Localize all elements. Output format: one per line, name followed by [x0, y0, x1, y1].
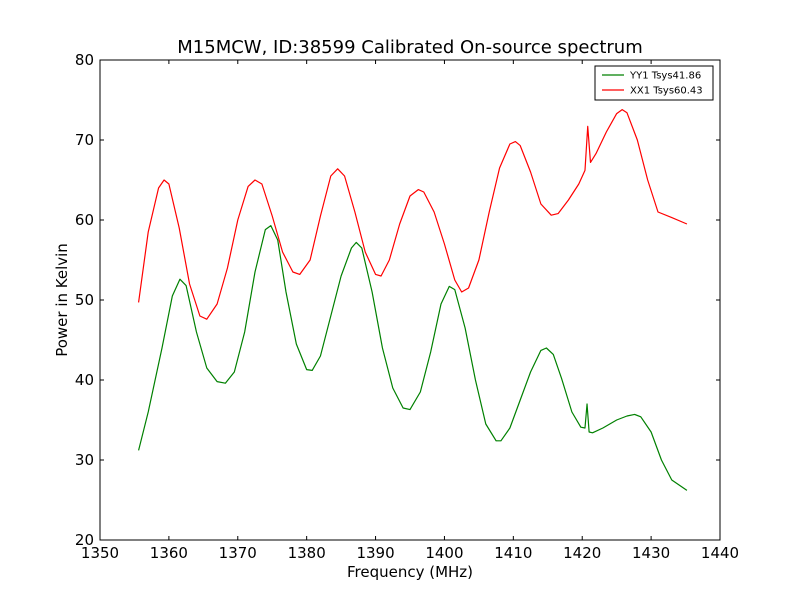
y-tick-label: 70	[75, 131, 94, 149]
y-axis-label: Power in Kelvin	[53, 243, 71, 357]
x-tick-label: 1360	[150, 544, 188, 562]
plot-area: 1350 1360 1370 1380 1390 1400 1410 1420 1430 1440…	[75, 51, 739, 562]
series-line-1	[137, 225, 688, 491]
y-tick-label: 20	[75, 531, 94, 549]
x-tick-label: 1400	[425, 544, 463, 562]
x-tick-label: 1380	[288, 544, 326, 562]
legend-label-series-1: YY1 Tsys41.86	[629, 71, 701, 82]
x-tick-label: 1430	[632, 544, 670, 562]
x-tick-label: 1390	[356, 544, 394, 562]
y-tick-label: 60	[75, 211, 94, 229]
legend-box	[594, 65, 714, 101]
x-tick-label: 1440	[701, 544, 739, 562]
y-tick-label: 50	[75, 291, 94, 309]
x-tick-label: 1410	[494, 544, 532, 562]
y-tick-label: 40	[75, 371, 94, 389]
x-tick-label: 1420	[563, 544, 601, 562]
y-tick-label: 80	[75, 51, 94, 69]
y-tick-label: 30	[75, 451, 94, 469]
x-axis-label: Frequency (MHz)	[347, 563, 473, 581]
legend-label-series-2: XX1 Tsys60.43	[630, 86, 703, 97]
series-line-2	[137, 109, 688, 320]
chart-title: M15MCW, ID:38599 Calibrated On-source sp…	[177, 37, 642, 58]
x-tick-label: 1370	[219, 544, 257, 562]
x-tick-label: 1350	[81, 544, 119, 562]
series-layer	[137, 109, 688, 491]
ticks-layer: 1350 1360 1370 1380 1390 1400 1410 1420 1430 1440…	[75, 51, 739, 562]
legend: YY1 Tsys41.86 XX1 Tsys60.43	[594, 65, 714, 101]
